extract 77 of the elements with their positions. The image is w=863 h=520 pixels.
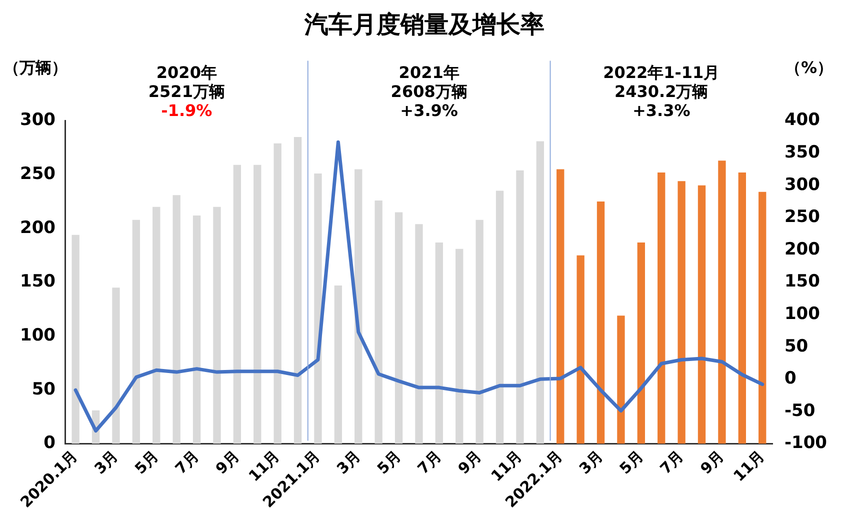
x-tick-label: 11月	[730, 446, 768, 486]
text: 2608万辆	[390, 82, 468, 101]
x-tick-label: 3月	[576, 446, 606, 478]
bar	[72, 234, 80, 444]
bar	[172, 195, 180, 444]
y-tick-label: 200	[20, 218, 56, 238]
text: 2521万辆	[148, 82, 225, 101]
bar	[658, 172, 666, 444]
y2-tick-label: 400	[784, 110, 820, 130]
bar	[738, 172, 746, 444]
x-tick-label: 5月	[131, 446, 162, 478]
bar	[576, 255, 584, 444]
y2-axis-title: （%）	[784, 58, 834, 77]
y2-tick-label: 200	[784, 239, 820, 260]
y-tick-label: 250	[20, 164, 56, 184]
y-tick-label: 50	[32, 379, 56, 400]
bar	[536, 141, 544, 444]
bar	[516, 170, 524, 444]
bar	[314, 174, 322, 444]
chart-title: 汽车月度销量及增长率	[304, 10, 544, 39]
bar	[112, 288, 120, 444]
y2-tick-label: 50	[784, 336, 808, 356]
y-tick-label: 0	[44, 433, 56, 454]
bar	[415, 224, 423, 444]
bar	[617, 316, 625, 444]
bar	[435, 242, 444, 444]
y2-tick-label: 100	[784, 304, 820, 324]
text: 2021年	[398, 62, 460, 82]
x-tick-label: 7月	[172, 446, 202, 478]
x-tick-label: 3月	[90, 446, 122, 478]
x-tick-label: 9月	[454, 446, 486, 478]
bar	[152, 206, 160, 444]
bar	[254, 164, 262, 444]
bar	[698, 185, 706, 444]
text: +3.3%	[632, 100, 690, 120]
y-tick-label: 150	[20, 272, 56, 292]
x-tick-label: 3月	[333, 446, 364, 478]
bar	[213, 206, 221, 444]
bar	[476, 220, 484, 444]
text: -1.9%	[161, 100, 212, 120]
x-tick-label: 9月	[212, 446, 243, 478]
bar	[354, 169, 362, 444]
x-tick-label: 5月	[616, 446, 647, 478]
text: 2430.2万辆	[614, 82, 708, 101]
x-tick-label: 7月	[414, 446, 445, 478]
text: 2022年1-11月	[603, 62, 720, 82]
y2-tick-label: -100	[784, 433, 828, 454]
y-axis-title: （万辆）	[3, 58, 68, 77]
bar	[556, 169, 564, 444]
bar	[294, 136, 302, 444]
text: +3.9%	[400, 100, 458, 120]
x-tick-label: 9月	[696, 446, 728, 478]
x-tick-label: 5月	[374, 446, 404, 478]
x-tick-label: 7月	[656, 446, 688, 478]
bar	[233, 164, 242, 444]
y2-tick-label: -50	[784, 400, 816, 421]
bar	[637, 242, 645, 444]
bar	[394, 212, 403, 444]
bar	[758, 192, 766, 444]
bar	[334, 286, 342, 444]
y2-tick-label: 150	[784, 272, 820, 292]
y2-tick-label: 250	[784, 207, 820, 228]
bar	[274, 143, 282, 444]
bar	[496, 190, 504, 444]
y2-tick-label: 350	[784, 142, 820, 163]
bar	[132, 220, 140, 444]
bar	[192, 216, 201, 444]
bar	[456, 248, 464, 444]
bar	[596, 202, 605, 444]
bar	[718, 160, 726, 444]
y-tick-label: 300	[20, 110, 56, 130]
bar	[678, 181, 686, 444]
y-tick-label: 100	[20, 326, 56, 346]
y2-tick-label: 0	[784, 368, 796, 389]
bar	[374, 200, 382, 444]
y2-tick-label: 300	[784, 174, 820, 195]
text: 2020年	[156, 62, 217, 82]
